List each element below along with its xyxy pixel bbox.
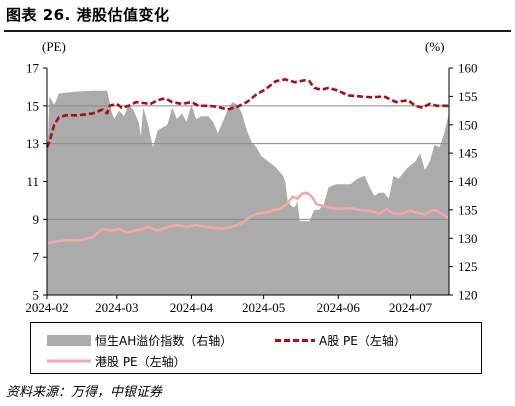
- a-share-pe-line: [45, 78, 449, 148]
- right-tick-label: 160: [458, 61, 478, 76]
- right-unit-label: (%): [425, 39, 445, 54]
- left-unit-label: (PE): [42, 39, 66, 54]
- left-tick-label: 7: [33, 250, 40, 265]
- legend-label-a-share-pe: A股 PE（左轴）: [319, 334, 406, 348]
- x-tick-label: 2024-04: [170, 300, 214, 315]
- x-tick-label: 2024-03: [95, 300, 138, 315]
- right-tick-label: 130: [458, 231, 478, 246]
- source-note: 资料来源：万得，中银证券: [6, 385, 163, 400]
- right-tick-label: 140: [458, 174, 478, 189]
- legend-area-swatch: [47, 335, 91, 346]
- right-tick-label: 145: [458, 146, 478, 161]
- x-tick-label: 2024-02: [25, 300, 68, 315]
- legend: 恒生AH溢价指数（右轴） A股 PE（左轴） 港股 PE（左轴）: [30, 322, 482, 374]
- left-tick-label: 9: [33, 212, 40, 227]
- legend-label-ah-premium: 恒生AH溢价指数（右轴）: [95, 334, 233, 348]
- left-tick-label: 15: [26, 98, 39, 113]
- right-tick-label: 150: [458, 117, 478, 132]
- hk-pe-line: [46, 191, 450, 246]
- left-tick-label: 17: [26, 61, 40, 76]
- x-tick-label: 2024-07: [389, 300, 433, 315]
- left-tick-label: 5: [33, 288, 40, 303]
- legend-label-hk-pe: 港股 PE（左轴）: [95, 355, 186, 369]
- right-tick-label: 135: [458, 202, 478, 217]
- right-tick-label: 125: [458, 259, 478, 274]
- right-tick-label: 155: [458, 89, 478, 104]
- figure-title: 图表 26. 港股估值变化: [6, 6, 170, 24]
- x-tick-label: 2024-06: [317, 300, 361, 315]
- title-rule: [4, 30, 511, 32]
- left-tick-label: 13: [26, 136, 39, 151]
- chart-svg: (PE) (%) 17 15 13 11 9 7 5 160 155 150 145 140 135 13…: [25, 39, 478, 315]
- ah-premium-area: [47, 90, 449, 295]
- left-tick-label: 11: [26, 174, 39, 189]
- right-tick-label: 120: [458, 288, 478, 303]
- x-tick-label: 2024-05: [242, 300, 285, 315]
